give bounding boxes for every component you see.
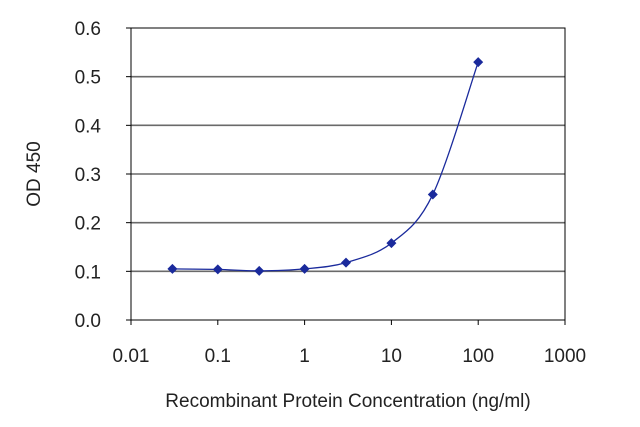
x-tick-label-4: 100	[462, 346, 494, 367]
x-tick-label-3: 10	[381, 346, 402, 367]
x-tick-label-5: 1000	[544, 346, 586, 367]
y-tick-label-2: 0.2	[75, 214, 101, 235]
x-axis-title: Recombinant Protein Concentration (ng/ml…	[165, 391, 530, 412]
data-point-5	[386, 238, 397, 249]
x-tick-label-1: 0.1	[205, 346, 231, 367]
x-axis: 0.01 0.1 1 10 100 1000	[113, 320, 586, 367]
y-tick-label-0: 0.0	[75, 311, 101, 332]
x-tick-label-0: 0.01	[113, 346, 150, 367]
x-tick-label-2: 1	[299, 346, 310, 367]
y-axis: 0.0 0.1 0.2 0.3 0.4 0.5 0.6	[75, 19, 131, 332]
y-axis-title: OD 450	[24, 141, 45, 206]
data-point-4	[341, 257, 352, 268]
y-tick-label-6: 0.6	[75, 19, 101, 40]
y-tick-label-1: 0.1	[75, 262, 101, 283]
data-point-0	[167, 263, 178, 274]
y-tick-label-4: 0.4	[75, 116, 102, 137]
data-point-3	[299, 263, 310, 274]
series-line	[172, 61, 479, 272]
data-points	[167, 57, 484, 276]
gridlines	[131, 75, 565, 273]
y-tick-label-3: 0.3	[75, 165, 101, 186]
data-point-2	[254, 265, 265, 276]
data-point-1	[212, 264, 223, 275]
y-tick-label-5: 0.5	[75, 68, 101, 89]
data-point-6	[427, 189, 438, 200]
data-point-7	[473, 57, 484, 68]
